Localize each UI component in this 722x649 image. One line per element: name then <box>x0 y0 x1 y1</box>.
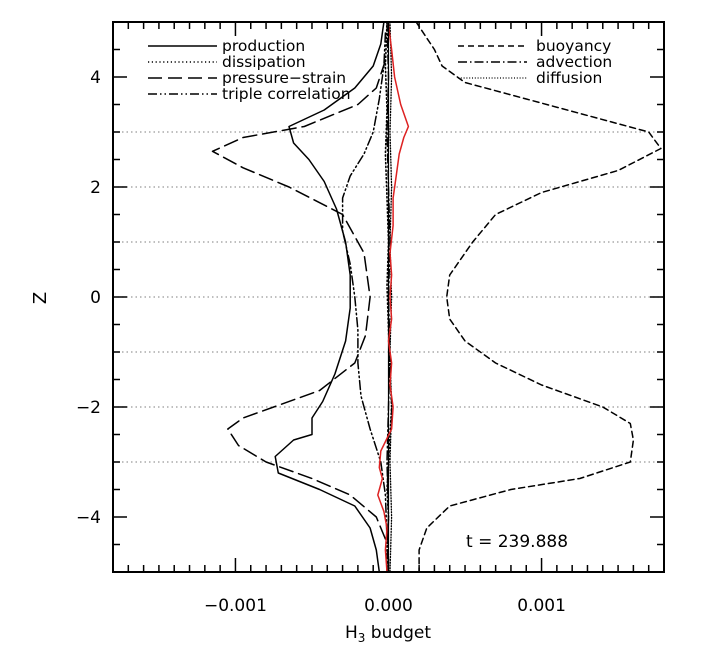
legend-label: pressure−strain <box>222 69 346 87</box>
legend-label: diffusion <box>536 69 602 87</box>
x-axis-label: H3 budget <box>345 623 431 645</box>
y-axis-label: Z <box>30 292 51 304</box>
legend-label: advection <box>536 53 612 71</box>
y-tick-label: 0 <box>90 288 101 308</box>
series-line-production <box>274 22 385 572</box>
series-line-advection <box>386 22 391 572</box>
series-line-buoyancy <box>415 22 662 572</box>
series-line-diffusion <box>389 22 393 572</box>
time-annotation: t = 239.888 <box>466 532 568 552</box>
series-line-triple-correlation <box>341 32 388 540</box>
legend-label: production <box>222 37 305 55</box>
legend-label: dissipation <box>222 53 306 71</box>
series-line-pressure-strain <box>211 59 387 540</box>
axis-ticks: −0.001 0.000 0.001 −4 −2 0 2 4 <box>76 21 665 616</box>
y-tick-label: 2 <box>90 178 101 198</box>
y-tick-label: −4 <box>76 508 101 528</box>
series-line-red-unlabeled <box>377 24 410 572</box>
x-axis-label-main: H <box>345 623 358 643</box>
x-axis-label-rest: budget <box>365 623 431 643</box>
x-tick-label: 0.001 <box>517 596 566 616</box>
y-tick-label: 4 <box>90 68 101 88</box>
legend: productiondissipationpressure−straintrip… <box>148 37 612 103</box>
series-lines <box>211 22 662 572</box>
x-axis-label-subscript: 3 <box>358 631 366 645</box>
legend-label: triple correlation <box>222 85 351 103</box>
y-tick-label: −2 <box>76 398 101 418</box>
legend-label: buoyancy <box>536 37 611 55</box>
x-tick-label: 0.000 <box>364 596 413 616</box>
x-tick-label: −0.001 <box>204 596 267 616</box>
